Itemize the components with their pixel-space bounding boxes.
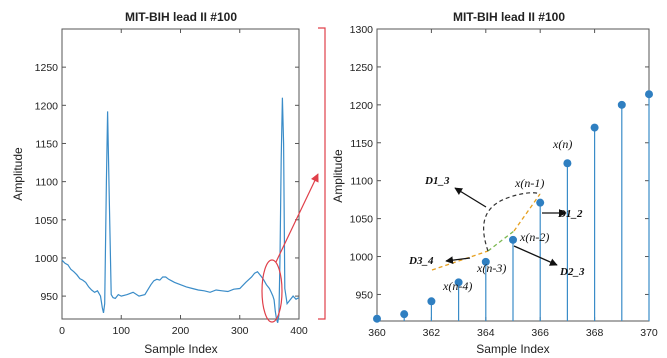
- right-y-tick-label: 1000: [350, 252, 374, 264]
- stem-point: [509, 235, 517, 244]
- stem-point: [427, 297, 436, 306]
- right-y-tick-label: 1250: [350, 62, 374, 74]
- stem-point: [400, 310, 409, 319]
- right-x-tick-label: 366: [531, 327, 549, 339]
- zoom-arrow: [275, 173, 319, 263]
- left-x-tick-label: 100: [112, 325, 130, 337]
- stem-point: [563, 159, 572, 168]
- left-y-tick-label: 1100: [35, 177, 58, 189]
- label-d1-3: D1_3: [424, 175, 450, 187]
- left-y-tick-label: 1050: [35, 215, 59, 227]
- arrow-d1-3: [454, 187, 487, 208]
- right-y-ticks: 950 1000 1050 1100 1150 1200 1250 1300: [350, 24, 649, 301]
- left-x-tick-label: 0: [59, 325, 65, 337]
- dashed-link-d1-3: [483, 192, 541, 252]
- zoom-ellipse: [261, 259, 283, 323]
- label-x-n-1: x(n-1): [514, 176, 544, 190]
- right-x-tick-label: 370: [640, 327, 658, 339]
- right-y-axis-label: Amplitude: [331, 149, 345, 203]
- right-y-tick-label: 1150: [350, 138, 373, 150]
- right-chart: MIT-BIH lead II #100 950 1000 1050 1100 1150…: [331, 10, 658, 356]
- left-y-tick-label: 1250: [35, 62, 59, 74]
- right-y-tick-label: 1050: [350, 214, 374, 226]
- arrow-d2-3: [513, 245, 558, 266]
- right-y-tick-label: 1200: [350, 100, 374, 112]
- dashed-link-d1-2: [513, 193, 541, 232]
- right-y-tick-label: 1300: [350, 24, 374, 36]
- right-x-tick-label: 368: [586, 327, 604, 339]
- left-y-tick-label: 950: [40, 291, 58, 303]
- label-d3-4: D3_4: [408, 255, 434, 267]
- stem-point: [536, 198, 545, 207]
- label-d2-3: D2_3: [559, 266, 585, 278]
- stem-point: [590, 123, 599, 132]
- right-x-tick-label: 360: [368, 327, 386, 339]
- right-y-tick-label: 950: [355, 289, 373, 301]
- left-series-line: [61, 97, 300, 323]
- left-y-ticks: 950 1000 1050 1100 1150 1200 1250: [35, 62, 299, 303]
- right-x-axis-label: Sample Index: [476, 342, 549, 356]
- right-chart-title: MIT-BIH lead II #100: [453, 10, 565, 24]
- left-chart: MIT-BIH lead II #100 9501000105011001150…: [11, 10, 308, 356]
- left-x-ticks: 0 100 200 300 400: [59, 29, 308, 337]
- dashed-link-d3-4: [431, 250, 489, 271]
- right-x-tick-label: 364: [477, 327, 495, 339]
- stem-point: [454, 278, 463, 287]
- left-x-tick-label: 400: [290, 325, 308, 337]
- label-x-n-4: x(n-4): [442, 279, 472, 293]
- label-x-n-3: x(n-3): [476, 261, 506, 275]
- label-d1-2: D1_2: [557, 208, 583, 220]
- right-x-tick-label: 362: [423, 327, 441, 339]
- left-chart-title: MIT-BIH lead II #100: [125, 10, 237, 24]
- label-x-n-2: x(n-2): [519, 230, 549, 244]
- left-x-axis-label: Sample Index: [144, 342, 217, 356]
- left-y-tick-label: 1200: [35, 100, 59, 112]
- left-y-tick-label: 1150: [35, 138, 58, 150]
- stem-point: [645, 90, 653, 99]
- right-y-tick-label: 1100: [350, 176, 373, 188]
- left-x-tick-label: 300: [231, 325, 249, 337]
- left-x-tick-label: 200: [172, 325, 190, 337]
- left-plot-area: [61, 28, 300, 320]
- left-y-tick-label: 1000: [35, 253, 59, 265]
- right-x-ticks: 360 362 364 366 368 370: [368, 29, 658, 339]
- dashed-link-d2-3: [487, 230, 515, 252]
- arrow-d3-4: [445, 256, 471, 264]
- right-stems: [373, 90, 653, 323]
- stem-point: [617, 100, 626, 109]
- zoom-bracket: [318, 27, 326, 320]
- zoom-connector: [275, 27, 326, 320]
- stem-point: [373, 314, 381, 323]
- left-y-axis-label: Amplitude: [11, 147, 25, 201]
- label-x-n: x(n): [552, 137, 572, 151]
- stem-point: [481, 257, 490, 266]
